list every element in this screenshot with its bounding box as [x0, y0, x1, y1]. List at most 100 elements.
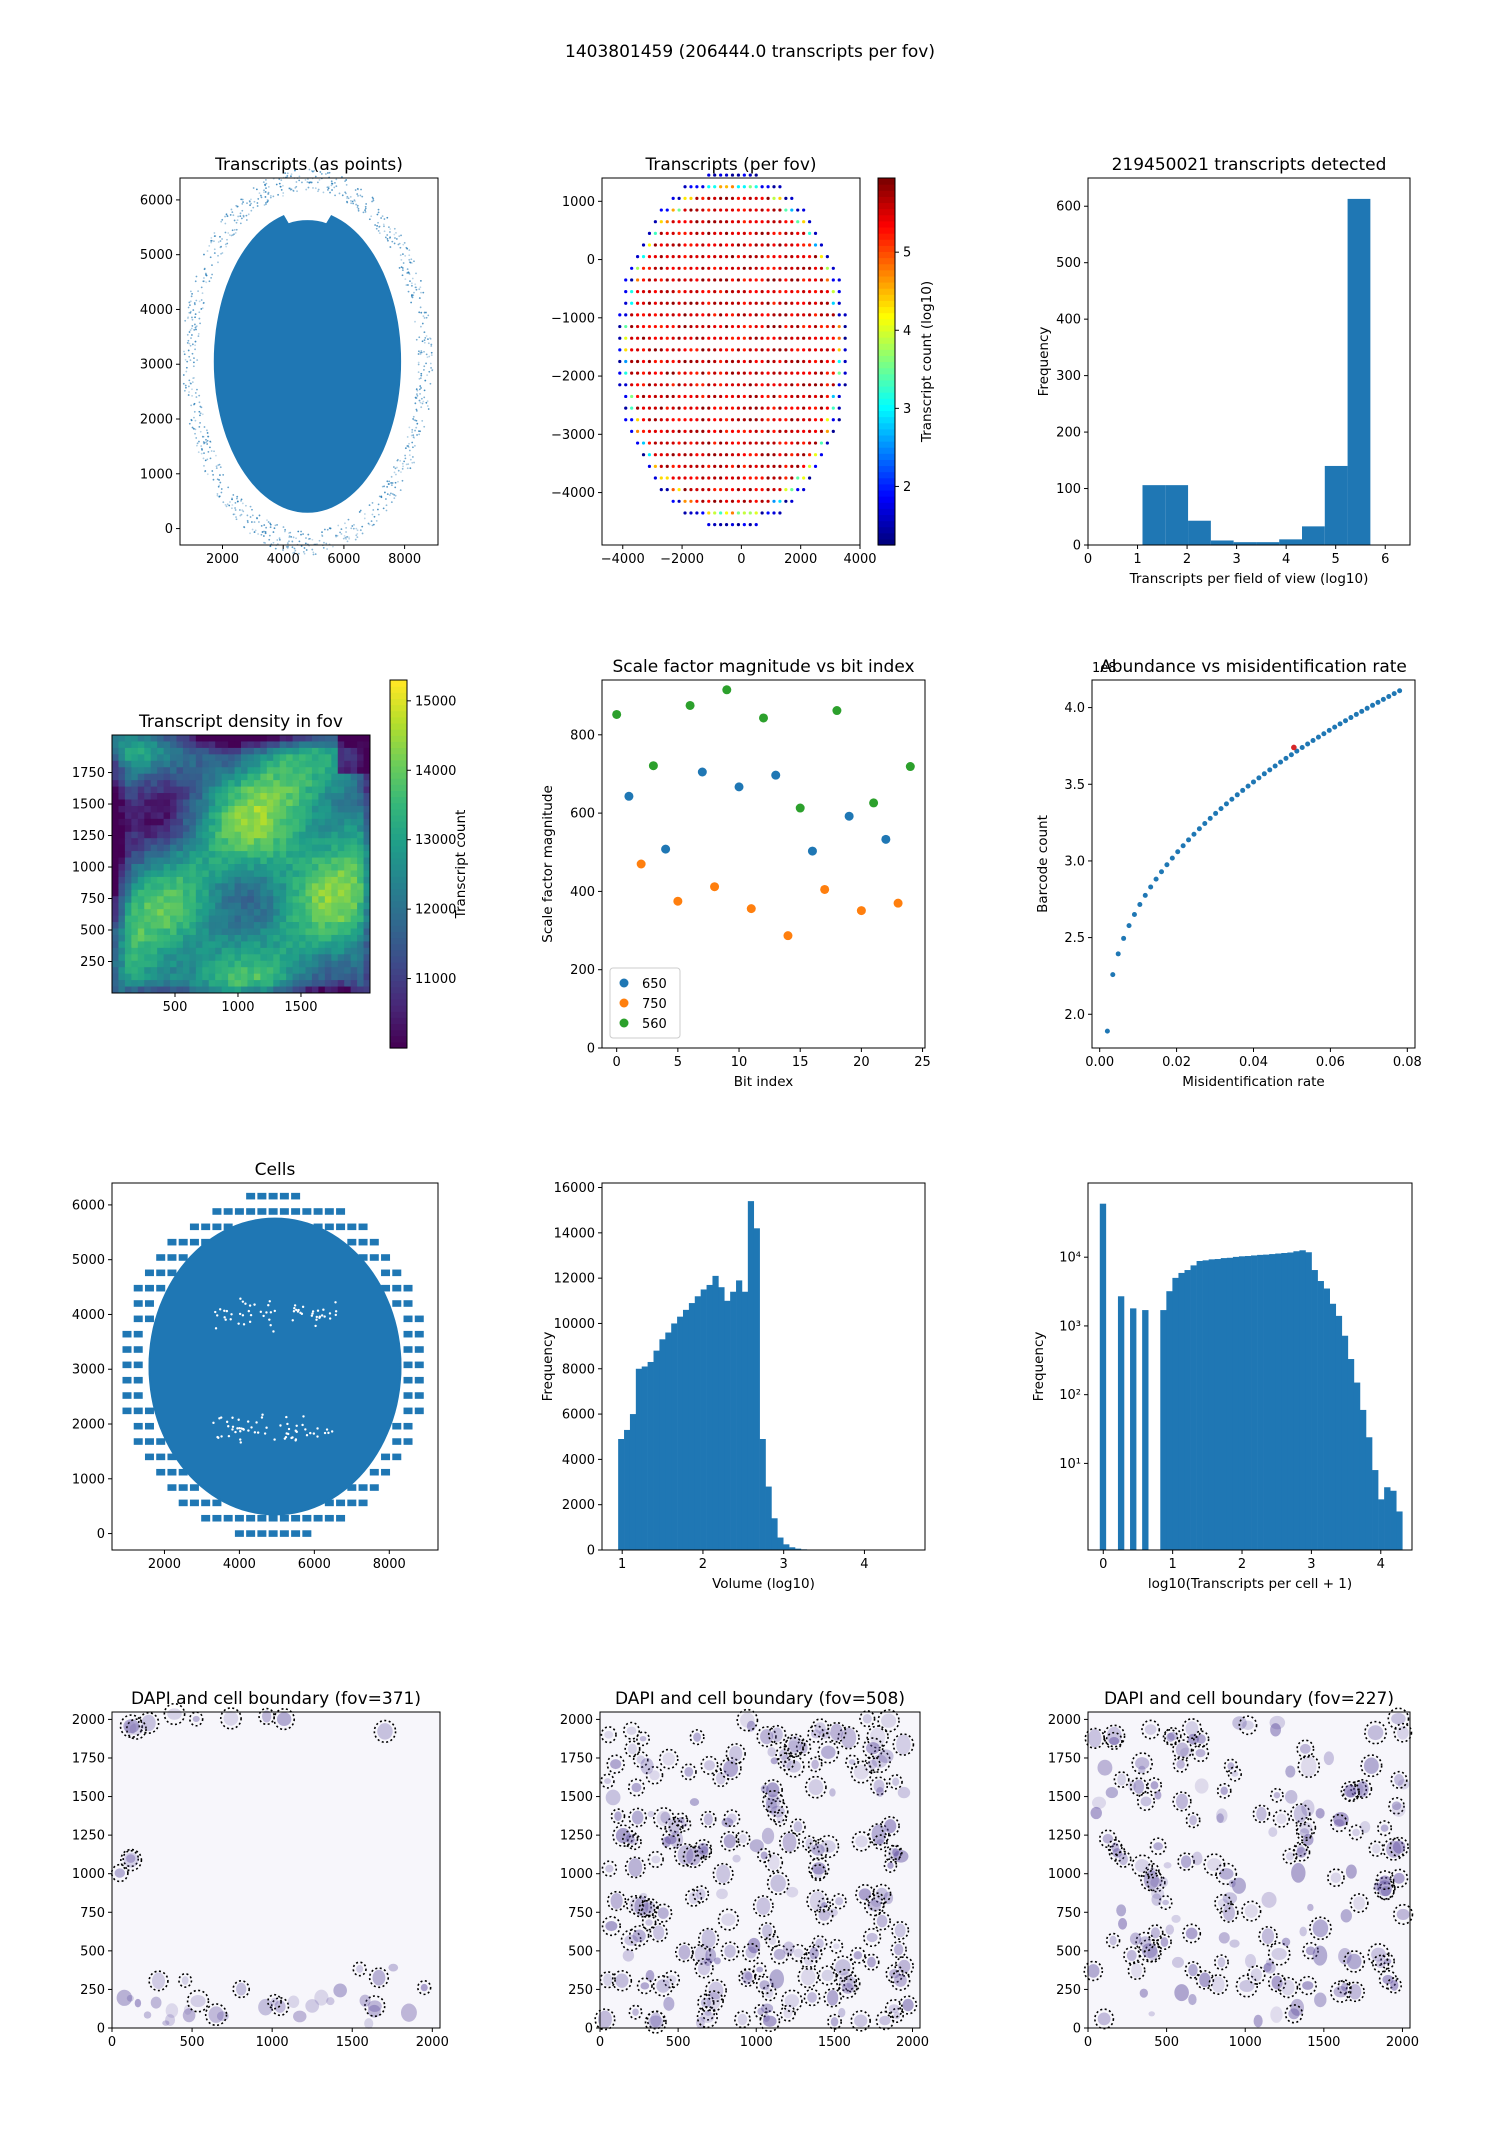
density-cell	[279, 799, 287, 807]
transcript-point	[188, 355, 191, 358]
transcript-point	[390, 482, 393, 484]
scale-point-560	[869, 798, 879, 808]
fov-point	[671, 301, 675, 305]
fov-point	[802, 255, 806, 259]
transcript-point	[217, 254, 219, 257]
density-cell	[266, 799, 274, 807]
density-cell	[189, 928, 197, 936]
cell-tile	[257, 1192, 267, 1200]
density-cell	[286, 896, 294, 904]
transcript-point	[253, 531, 256, 533]
fov-point	[754, 371, 758, 375]
fov-point	[742, 278, 746, 282]
transcript-point	[404, 278, 407, 280]
density-cell	[357, 844, 365, 852]
cell-boundary	[1267, 1972, 1287, 1993]
fov-point	[736, 406, 741, 410]
transcript-point	[189, 311, 192, 314]
density-cell	[189, 857, 197, 865]
transcript-point	[227, 486, 230, 489]
density-cell	[266, 767, 274, 775]
density-cell	[144, 902, 152, 910]
density-cell	[344, 954, 352, 962]
fov-point	[683, 511, 687, 515]
fov-point	[719, 348, 723, 352]
density-cell	[253, 793, 261, 800]
cell-boundary	[137, 1711, 160, 1734]
density-cell	[241, 876, 248, 884]
density-cell	[221, 928, 229, 936]
fov-point	[707, 231, 711, 235]
fov-point	[719, 278, 723, 282]
colorbar-tick-label: 4	[903, 324, 911, 339]
fov-point	[677, 359, 681, 364]
density-cell	[305, 818, 313, 826]
transcript-point	[304, 542, 307, 545]
density-cell	[311, 825, 319, 833]
cell-tile	[144, 1453, 154, 1461]
fov-point	[807, 278, 812, 282]
fov-point	[719, 220, 723, 224]
density-cell	[286, 980, 294, 988]
density-cell	[337, 922, 345, 929]
transcript-point	[214, 235, 217, 237]
density-cell	[311, 967, 319, 975]
fov-point	[630, 406, 634, 410]
transcript-point	[329, 191, 331, 194]
density-cell	[176, 889, 184, 897]
density-cell	[215, 896, 223, 904]
colorbar-segment	[878, 373, 895, 381]
transcript-point	[415, 288, 418, 291]
cell-boundary	[1377, 1820, 1393, 1837]
nucleus-blob	[813, 1867, 823, 1879]
nucleus-blob	[1229, 1939, 1240, 1948]
fov-point	[813, 301, 818, 305]
nucleus-blob	[705, 1948, 717, 1963]
x-tick-label: 0.08	[1393, 1055, 1422, 1070]
transcript-point	[358, 511, 361, 513]
nucleus-blob	[1383, 1958, 1392, 1965]
cell-boundary	[720, 1831, 740, 1852]
nucleus-blob	[1216, 1813, 1224, 1824]
transcript-point	[359, 509, 362, 512]
y-tick-label: 750	[80, 892, 105, 907]
ventricle-gap	[237, 1322, 240, 1325]
transcript-point	[378, 225, 381, 228]
fov-point	[742, 406, 746, 410]
fov-point	[813, 359, 818, 364]
fov-point	[683, 394, 687, 399]
density-cell	[118, 793, 126, 800]
transcript-point	[410, 282, 413, 285]
cell-tile	[324, 1208, 334, 1215]
density-cell	[112, 954, 119, 962]
nucleus-blob	[830, 2017, 839, 2027]
transcript-point	[218, 479, 220, 481]
fov-point	[701, 348, 705, 352]
fov-point	[831, 406, 835, 410]
nucleus-blob	[855, 1835, 868, 1848]
density-cell	[137, 838, 145, 846]
fov-point	[766, 220, 770, 224]
colorbar-segment	[390, 802, 407, 810]
scale-point-560	[832, 706, 842, 716]
density-cell	[357, 876, 365, 884]
cell-boundary	[803, 1988, 821, 2007]
density-cell	[337, 902, 345, 910]
fov-point	[689, 243, 693, 247]
fov-point	[730, 359, 735, 364]
density-cell	[157, 902, 165, 910]
fov-point	[760, 383, 764, 387]
nucleus-blob	[1088, 1729, 1102, 1748]
transcript-point	[409, 458, 412, 461]
fov-point	[719, 196, 723, 200]
density-cell	[228, 864, 236, 871]
fov-point	[837, 313, 841, 317]
cell-boundary	[1258, 1926, 1278, 1947]
nucleus-blob	[165, 2014, 176, 2026]
density-cell	[131, 735, 139, 742]
density-cell	[144, 760, 152, 768]
fov-point	[837, 324, 841, 329]
fov-point	[659, 394, 663, 399]
density-cell	[299, 818, 306, 826]
transcript-point	[254, 529, 257, 532]
